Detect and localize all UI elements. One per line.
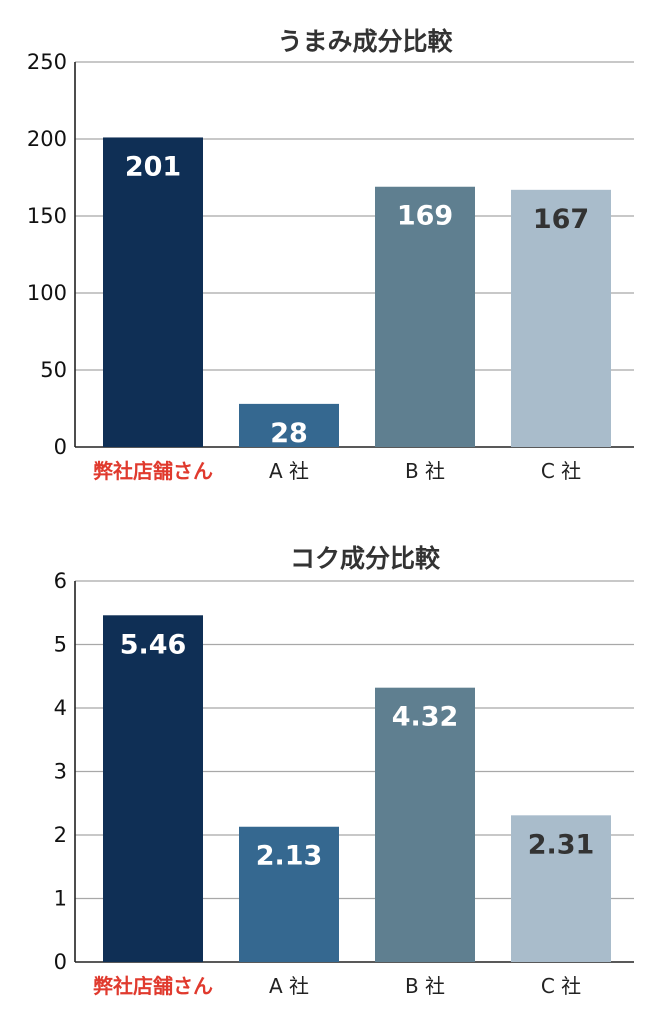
koku-bar-1 — [103, 615, 203, 962]
umami-bar-1 — [103, 137, 203, 447]
umami-bar-2 — [239, 403, 339, 447]
umami-y-tick-label: 100 — [27, 281, 67, 305]
umami-data-label-4: 167 — [533, 204, 589, 235]
umami-data-label-1: 201 — [125, 151, 181, 182]
umami-category-label-1: 弊社店舗さん — [93, 459, 213, 483]
koku-category-label-3: B 社 — [405, 974, 445, 998]
koku-y-tick-label: 5 — [54, 633, 67, 657]
umami-bar-4 — [511, 189, 611, 447]
koku-category-label-4: C 社 — [541, 974, 581, 998]
koku-y-tick-label: 4 — [54, 696, 67, 720]
koku-y-tick-label: 3 — [54, 760, 67, 784]
koku-bar-3 — [375, 687, 475, 962]
umami-bar-3 — [375, 186, 475, 448]
umami-y-tick-label: 0 — [54, 435, 67, 459]
umami-y-tick-label: 250 — [27, 50, 67, 74]
koku-bar-4 — [511, 815, 611, 962]
koku-category-label-2: A 社 — [269, 974, 309, 998]
umami-data-label-2: 28 — [270, 418, 308, 449]
koku-y-tick-label: 2 — [54, 823, 67, 847]
koku-data-label-4: 2.31 — [528, 829, 595, 860]
umami-y-tick-label: 50 — [40, 358, 67, 382]
umami-category-label-3: B 社 — [405, 459, 445, 483]
koku-category-label-1: 弊社店舗さん — [93, 974, 213, 998]
koku-data-label-1: 5.46 — [120, 629, 187, 660]
umami-y-tick-label: 150 — [27, 204, 67, 228]
koku-data-label-3: 4.32 — [392, 702, 459, 733]
umami-category-label-2: A 社 — [269, 459, 309, 483]
umami-category-label-4: C 社 — [541, 459, 581, 483]
koku-bar-2 — [239, 826, 339, 962]
koku-y-tick-label: 0 — [54, 950, 67, 974]
koku-chart-title: コク成分比較 — [290, 544, 441, 573]
umami-chart: うまみ成分比較 0 50 100 150 200 250 201 弊社店舗さん 28 A 社 169… — [27, 27, 634, 483]
koku-chart: コク成分比較 0 1 2 3 4 5 6 5.46 弊社店舗さん 2.13 A 社 4.32 B 社 2.… — [54, 544, 634, 998]
koku-y-tick-label: 6 — [54, 569, 67, 593]
umami-chart-title: うまみ成分比較 — [277, 27, 453, 56]
umami-data-label-3: 169 — [397, 201, 453, 232]
koku-y-tick-label: 1 — [54, 887, 67, 911]
koku-data-label-2: 2.13 — [256, 841, 323, 872]
umami-chart-plot: 0 50 100 150 200 250 201 弊社店舗さん 28 A 社 169 B 社 167 C … — [27, 50, 634, 483]
koku-chart-plot: 0 1 2 3 4 5 6 5.46 弊社店舗さん 2.13 A 社 4.32 B 社 2.31 C 社 — [54, 569, 634, 998]
umami-y-tick-label: 200 — [27, 127, 67, 151]
